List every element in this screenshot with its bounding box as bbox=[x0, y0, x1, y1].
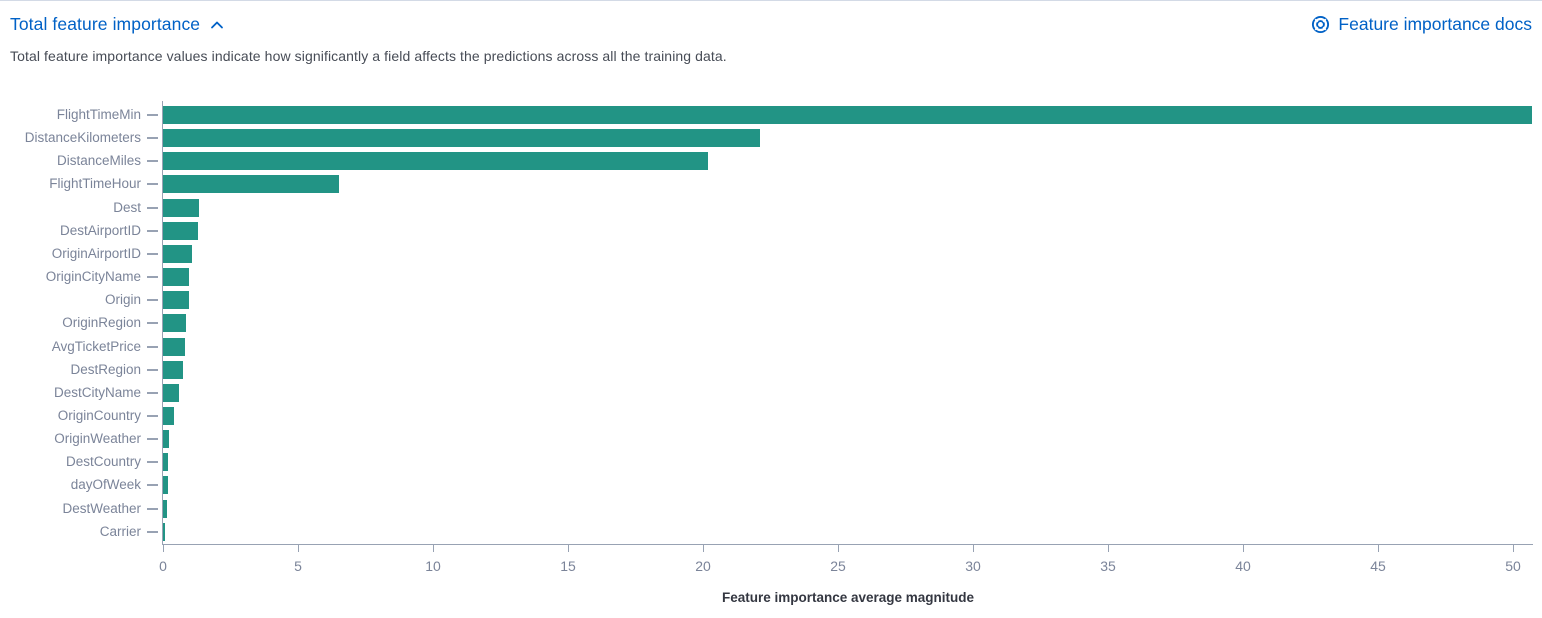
y-axis-tick bbox=[147, 229, 158, 232]
x-axis-tick-label: 0 bbox=[159, 558, 167, 574]
bar bbox=[163, 360, 183, 379]
bar bbox=[163, 198, 200, 217]
y-axis-tick bbox=[147, 206, 158, 209]
x-axis-tick-label: 35 bbox=[1100, 558, 1116, 574]
y-axis-label: DestAirportID bbox=[59, 222, 141, 238]
bar bbox=[163, 430, 169, 449]
docs-link-label: Feature importance docs bbox=[1338, 14, 1532, 34]
y-axis-tick bbox=[147, 345, 158, 348]
y-axis-label: OriginCityName bbox=[45, 269, 141, 285]
x-axis-tick-label: 15 bbox=[560, 558, 576, 574]
bar bbox=[163, 129, 760, 148]
bar bbox=[163, 522, 165, 541]
section-collapse-toggle[interactable]: Total feature importance bbox=[10, 14, 225, 35]
bar bbox=[163, 175, 339, 194]
bar bbox=[163, 406, 175, 425]
x-axis-title: Feature importance average magnitude bbox=[721, 590, 975, 605]
y-axis-tick bbox=[147, 252, 158, 255]
bar bbox=[163, 152, 709, 171]
bar bbox=[163, 314, 187, 333]
y-axis-label: DestWeather bbox=[62, 500, 141, 516]
y-axis-label: AvgTicketPrice bbox=[51, 338, 141, 354]
y-axis-tick bbox=[147, 114, 158, 116]
x-axis-tick-label: 25 bbox=[830, 558, 846, 574]
y-axis-tick bbox=[147, 160, 158, 163]
y-axis-label: FlightTimeMin bbox=[56, 107, 141, 122]
x-axis-tick bbox=[1377, 544, 1379, 552]
feature-importance-docs-link[interactable]: Feature importance docs bbox=[1311, 14, 1532, 35]
x-axis-line bbox=[162, 544, 1533, 545]
bar bbox=[163, 499, 168, 518]
chevron-up-icon bbox=[209, 17, 225, 33]
x-axis-tick-label: 20 bbox=[695, 558, 711, 574]
bar bbox=[163, 106, 1532, 124]
x-axis-tick-label: 50 bbox=[1505, 558, 1521, 574]
y-axis-tick bbox=[147, 438, 158, 441]
x-axis-tick bbox=[837, 544, 839, 552]
panel-header: Total feature importance Feature importa… bbox=[0, 1, 1542, 35]
bar bbox=[163, 476, 168, 495]
y-axis-label: DestRegion bbox=[70, 361, 141, 377]
y-axis-line bbox=[162, 101, 163, 544]
y-axis-label: Carrier bbox=[99, 523, 141, 539]
bar bbox=[163, 453, 168, 472]
x-axis-tick bbox=[297, 544, 299, 552]
x-axis-tick-label: 30 bbox=[965, 558, 981, 574]
y-axis-label: OriginCountry bbox=[57, 407, 141, 423]
section-description: Total feature importance values indicate… bbox=[10, 48, 727, 64]
y-axis-label: DistanceKilometers bbox=[24, 130, 141, 146]
x-axis-tick bbox=[702, 544, 704, 552]
x-axis-tick-label: 5 bbox=[294, 558, 302, 574]
bar bbox=[163, 337, 186, 356]
y-axis-label: DestCityName bbox=[53, 384, 141, 400]
y-axis-label: dayOfWeek bbox=[70, 477, 141, 493]
bar bbox=[163, 291, 189, 310]
y-axis-label: OriginAirportID bbox=[51, 245, 141, 261]
bar bbox=[163, 221, 199, 240]
y-axis-tick bbox=[147, 414, 158, 417]
y-axis-label: FlightTimeHour bbox=[49, 176, 141, 192]
bar bbox=[163, 268, 190, 287]
y-axis-tick bbox=[147, 276, 158, 279]
y-axis-label: DistanceMiles bbox=[56, 153, 141, 169]
x-axis-tick-label: 40 bbox=[1235, 558, 1251, 574]
bar bbox=[163, 383, 180, 402]
y-axis-tick bbox=[147, 484, 158, 487]
y-axis-label: DestCountry bbox=[65, 454, 141, 470]
x-axis-tick-label: 45 bbox=[1370, 558, 1386, 574]
y-axis-tick bbox=[147, 391, 158, 394]
x-axis-tick bbox=[162, 544, 164, 552]
section-title: Total feature importance bbox=[10, 14, 201, 34]
y-axis-label: Dest bbox=[113, 199, 141, 215]
x-axis-tick bbox=[1242, 544, 1244, 552]
y-axis-label: OriginWeather bbox=[54, 431, 141, 447]
y-axis-tick bbox=[147, 368, 158, 371]
y-axis-tick bbox=[147, 507, 158, 510]
y-axis-label: Origin bbox=[104, 292, 141, 308]
x-axis-tick-label: 10 bbox=[425, 558, 441, 574]
x-axis-tick bbox=[432, 544, 434, 552]
y-axis-label: OriginRegion bbox=[62, 315, 141, 331]
x-axis-tick bbox=[1512, 544, 1514, 552]
bar bbox=[163, 244, 192, 263]
help-icon bbox=[1311, 15, 1330, 34]
x-axis-tick bbox=[567, 544, 569, 552]
y-axis-tick bbox=[147, 137, 158, 140]
y-axis-tick bbox=[147, 461, 158, 464]
y-axis-tick bbox=[147, 183, 158, 186]
y-axis-tick bbox=[147, 322, 158, 325]
x-axis-tick bbox=[972, 544, 974, 552]
y-axis-tick bbox=[147, 530, 158, 533]
x-axis-tick bbox=[1107, 544, 1109, 552]
y-axis-tick bbox=[147, 299, 158, 302]
